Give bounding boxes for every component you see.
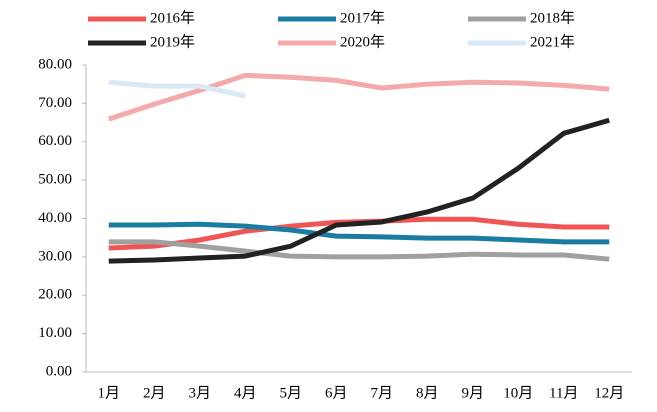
series-line xyxy=(108,117,610,264)
x-tick-label: 7月 xyxy=(370,385,393,401)
legend-label: 2021年 xyxy=(530,33,575,50)
series-line xyxy=(108,79,246,99)
x-tick-label: 1月 xyxy=(97,385,120,401)
x-tick-label: 8月 xyxy=(416,385,439,401)
series-line xyxy=(107,72,610,122)
y-tick-label: 20.00 xyxy=(38,287,72,303)
y-tick-label: 0.00 xyxy=(46,363,72,379)
x-tick-label: 3月 xyxy=(188,385,211,401)
legend-label: 2017年 xyxy=(340,9,385,26)
x-tick-label: 4月 xyxy=(234,385,257,401)
series-line xyxy=(108,239,610,262)
x-tick-label: 6月 xyxy=(325,385,348,401)
y-tick-label: 60.00 xyxy=(38,133,72,149)
y-tick-label: 80.00 xyxy=(38,56,72,72)
legend-label: 2018年 xyxy=(530,9,575,26)
y-tick-label: 40.00 xyxy=(38,210,72,226)
y-tick-label: 30.00 xyxy=(38,248,72,264)
legend-label: 2020年 xyxy=(340,33,385,50)
y-tick-label: 70.00 xyxy=(38,95,72,111)
series-line xyxy=(108,221,610,245)
x-tick-label: 10月 xyxy=(503,385,533,401)
legend-label: 2016年 xyxy=(150,9,195,26)
x-tick-label: 5月 xyxy=(279,385,302,401)
x-tick-label: 9月 xyxy=(461,385,484,401)
x-tick-label: 11月 xyxy=(549,385,578,401)
x-tick-label: 2月 xyxy=(143,385,166,401)
x-tick-label: 12月 xyxy=(594,385,624,401)
y-tick-label: 50.00 xyxy=(38,172,72,188)
y-tick-label: 10.00 xyxy=(38,325,72,341)
legend-label: 2019年 xyxy=(150,33,195,50)
